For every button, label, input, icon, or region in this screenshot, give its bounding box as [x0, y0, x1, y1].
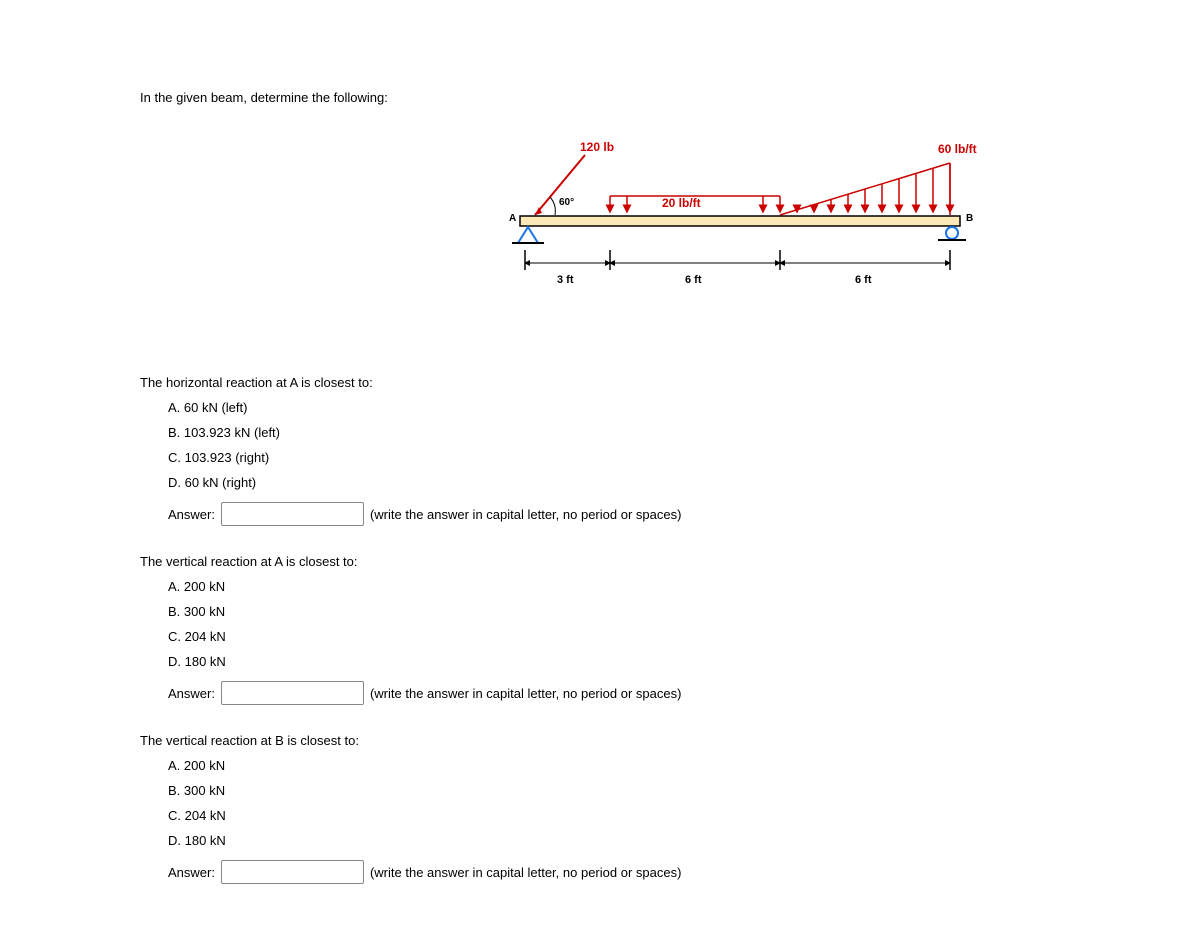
- answer-label: Answer:: [168, 507, 215, 522]
- q3-option-c: C. 204 kN: [168, 808, 1060, 823]
- q2-answer-input[interactable]: [221, 681, 364, 705]
- q2-prompt: The vertical reaction at A is closest to…: [140, 554, 1060, 569]
- svg-text:120 lb: 120 lb: [580, 140, 614, 154]
- q2-answer-line: Answer: (write the answer in capital let…: [168, 681, 1060, 705]
- question-3: The vertical reaction at B is closest to…: [140, 733, 1060, 884]
- svg-text:B: B: [966, 213, 973, 224]
- q3-option-d: D. 180 kN: [168, 833, 1060, 848]
- answer-hint: (write the answer in capital letter, no …: [370, 865, 681, 880]
- svg-text:6 ft: 6 ft: [855, 274, 872, 286]
- answer-hint: (write the answer in capital letter, no …: [370, 507, 681, 522]
- answer-hint: (write the answer in capital letter, no …: [370, 686, 681, 701]
- q1-prompt: The horizontal reaction at A is closest …: [140, 375, 1060, 390]
- q1-option-c: C. 103.923 (right): [168, 450, 1060, 465]
- q1-option-a: A. 60 kN (left): [168, 400, 1060, 415]
- q3-answer-input[interactable]: [221, 860, 364, 884]
- q3-answer-line: Answer: (write the answer in capital let…: [168, 860, 1060, 884]
- q1-option-d: D. 60 kN (right): [168, 475, 1060, 490]
- svg-text:60 lb/ft: 60 lb/ft: [938, 142, 977, 156]
- q2-option-a: A. 200 kN: [168, 579, 1060, 594]
- q2-option-c: C. 204 kN: [168, 629, 1060, 644]
- question-1: The horizontal reaction at A is closest …: [140, 375, 1060, 526]
- q1-answer-input[interactable]: [221, 502, 364, 526]
- intro-text: In the given beam, determine the followi…: [140, 90, 1060, 105]
- q3-prompt: The vertical reaction at B is closest to…: [140, 733, 1060, 748]
- diagram-container: A B 120 lb 60°: [140, 135, 1060, 315]
- q3-option-a: A. 200 kN: [168, 758, 1060, 773]
- svg-text:3 ft: 3 ft: [557, 274, 574, 286]
- q1-answer-line: Answer: (write the answer in capital let…: [168, 502, 1060, 526]
- q2-option-b: B. 300 kN: [168, 604, 1060, 619]
- svg-text:6 ft: 6 ft: [685, 274, 702, 286]
- svg-text:20 lb/ft: 20 lb/ft: [662, 196, 701, 210]
- q3-option-b: B. 300 kN: [168, 783, 1060, 798]
- q1-option-b: B. 103.923 kN (left): [168, 425, 1060, 440]
- page-container: In the given beam, determine the followi…: [0, 0, 1200, 952]
- q2-option-d: D. 180 kN: [168, 654, 1060, 669]
- svg-text:60°: 60°: [559, 197, 574, 208]
- question-2: The vertical reaction at A is closest to…: [140, 554, 1060, 705]
- svg-text:A: A: [509, 213, 516, 224]
- answer-label: Answer:: [168, 686, 215, 701]
- beam-diagram: A B 120 lb 60°: [500, 135, 1000, 315]
- answer-label: Answer:: [168, 865, 215, 880]
